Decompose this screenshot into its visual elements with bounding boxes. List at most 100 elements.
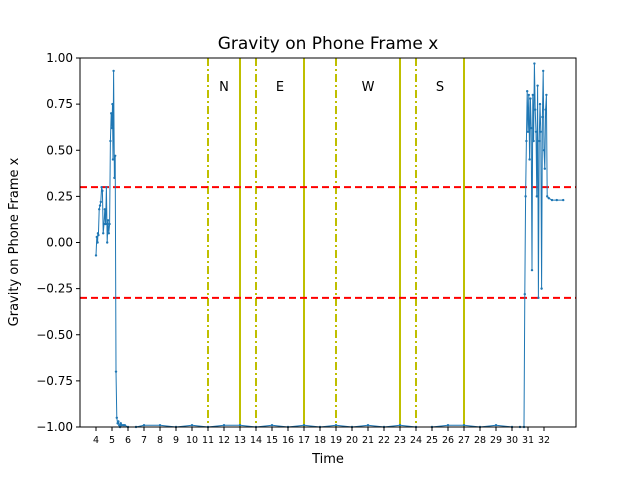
x-tick-label: 12	[218, 435, 230, 446]
x-axis-label: Time	[311, 452, 344, 467]
data-point	[555, 198, 558, 202]
data-point	[101, 189, 104, 193]
data-point	[539, 130, 542, 133]
data-point	[110, 126, 114, 130]
data-point	[113, 176, 116, 180]
data-point	[190, 423, 194, 427]
data-point	[110, 112, 113, 115]
x-tick-label: 29	[490, 435, 502, 446]
data-point	[114, 154, 117, 157]
y-tick-label: −0.25	[36, 282, 73, 296]
data-point	[106, 241, 109, 244]
x-tick-label: 7	[141, 435, 147, 446]
x-tick-label: 11	[202, 435, 214, 446]
y-tick-label: −1.00	[36, 420, 73, 434]
x-tick-label: 5	[109, 435, 115, 446]
data-point	[542, 69, 545, 73]
data-point	[523, 292, 526, 296]
data-point	[114, 370, 118, 373]
x-tick-label: 24	[410, 435, 422, 446]
series-line	[95, 63, 564, 429]
data-point	[106, 219, 110, 222]
x-tick-label: 10	[186, 435, 198, 446]
data-point	[534, 108, 537, 111]
data-point	[108, 222, 111, 226]
data-point	[546, 195, 549, 198]
data-point	[96, 232, 100, 235]
x-tick-label: 27	[458, 435, 470, 446]
data-point	[538, 102, 542, 106]
data-point	[531, 93, 534, 97]
data-point	[540, 287, 543, 290]
x-tick-label: 8	[157, 435, 163, 446]
y-tick-label: 0.00	[46, 236, 73, 250]
data-point	[536, 84, 539, 87]
data-point	[530, 268, 534, 272]
y-tick-label: 1.00	[46, 51, 73, 65]
data-point	[99, 200, 103, 204]
y-tick-label: −0.75	[36, 374, 73, 388]
data-point	[116, 422, 119, 425]
data-point	[98, 208, 101, 211]
data-point	[494, 423, 498, 427]
marker-label-e: E	[276, 80, 284, 95]
x-tick-label: 15	[266, 435, 278, 446]
x-tick-label: 25	[426, 435, 438, 446]
x-tick-label: 22	[378, 435, 390, 446]
data-point	[526, 90, 529, 93]
data-point	[527, 93, 530, 97]
data-point	[532, 139, 535, 143]
data-point	[334, 423, 338, 427]
data-point	[525, 139, 528, 143]
data-point	[462, 423, 466, 427]
marker-label-w: W	[362, 80, 375, 95]
data-point	[97, 233, 100, 237]
y-tick-label: −0.50	[36, 328, 73, 342]
data-point	[302, 423, 306, 427]
chart-title: Gravity on Phone Frame x	[218, 34, 439, 54]
data-point	[238, 423, 242, 427]
x-tick-label: 20	[346, 435, 358, 446]
data-point	[105, 185, 108, 189]
x-tick-label: 23	[394, 435, 406, 446]
y-tick-label: 0.25	[46, 189, 73, 203]
x-tick-label: 6	[125, 435, 131, 446]
x-tick-label: 19	[330, 435, 342, 446]
data-point	[534, 130, 538, 133]
data-point	[119, 422, 123, 425]
data-point	[550, 198, 554, 202]
x-tick-label: 21	[362, 435, 374, 446]
axes: −1.00 −0.75 −0.50 −0.25 0.00 0.25 0.50 0.75 1.00…	[36, 51, 550, 446]
x-tick-label: 9	[173, 435, 179, 446]
x-tick-label: 26	[442, 435, 454, 446]
x-tick-label: 30	[506, 435, 518, 446]
x-tick-label: 16	[282, 435, 294, 446]
data-point	[524, 195, 527, 198]
data-point	[107, 232, 111, 235]
x-tick-label: 32	[538, 435, 550, 446]
data-point	[366, 423, 370, 427]
data-point	[142, 423, 146, 427]
data-point	[115, 416, 119, 419]
marker-label-n: N	[219, 80, 229, 95]
data-point	[111, 158, 115, 161]
x-tick-label: 18	[314, 435, 326, 446]
x-tick-label: 13	[234, 435, 246, 446]
data-point	[542, 149, 546, 152]
data-point	[270, 423, 274, 427]
data-point	[535, 195, 538, 198]
data-point	[562, 198, 565, 202]
x-tick-label: 17	[298, 435, 310, 446]
data-point	[222, 423, 226, 427]
data-point	[446, 423, 450, 427]
x-tick-label: 14	[250, 435, 262, 446]
data-point	[118, 423, 121, 427]
data-point	[544, 108, 547, 111]
y-tick-label: 0.75	[46, 97, 73, 111]
data-point	[117, 420, 120, 423]
x-tick-label: 31	[522, 435, 534, 446]
data-point	[103, 208, 107, 211]
data-point	[528, 158, 531, 161]
